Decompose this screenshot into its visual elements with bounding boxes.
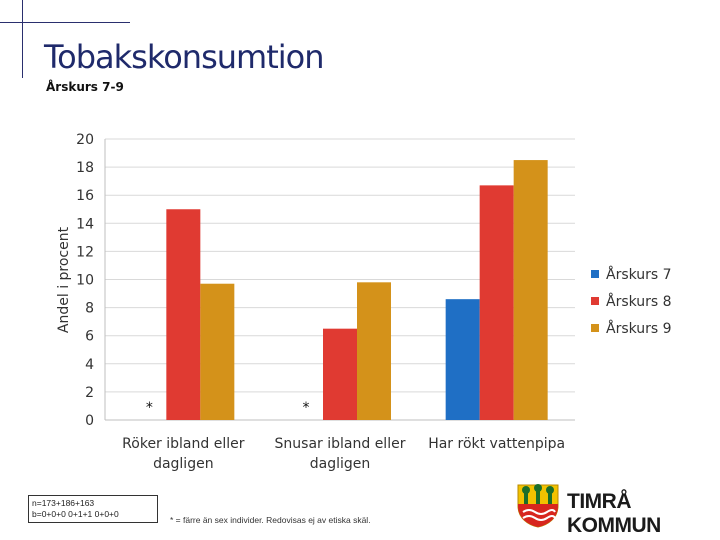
- sample-line-2: b=0+0+0 0+1+1 0+0+0: [32, 509, 119, 519]
- decor-line-horizontal: [0, 22, 130, 23]
- category-labels: Röker ibland eller dagligen Snusar ibland …: [122, 436, 565, 472]
- page-subtitle: Årskurs 7-9: [46, 80, 124, 94]
- y-tick-label: 20: [76, 132, 94, 148]
- suppressed-marker: *: [303, 400, 310, 416]
- sample-line-1: n=173+186+163: [32, 498, 95, 508]
- y-tick-label: 8: [85, 301, 94, 317]
- bar: [445, 299, 480, 420]
- category-label: Har rökt vattenpipa: [428, 436, 565, 452]
- y-tick-label: 18: [76, 160, 94, 176]
- decor-line-vertical: [22, 0, 23, 78]
- y-tick-label: 16: [76, 188, 94, 204]
- footnote: * = färre än sex individer. Redovisas ej…: [170, 515, 371, 525]
- legend: Årskurs 7 Årskurs 8 Årskurs 9: [591, 266, 672, 337]
- y-tick-label: 2: [85, 385, 94, 401]
- bars: * *: [146, 160, 548, 420]
- y-tick-label: 0: [85, 413, 94, 429]
- y-tick-label: 6: [85, 329, 94, 345]
- bar: [479, 185, 514, 420]
- bar: [200, 283, 235, 420]
- bar: [357, 282, 391, 420]
- category-label: Röker ibland eller dagligen: [122, 436, 245, 472]
- bar: [513, 160, 548, 420]
- legend-label: Årskurs 8: [606, 293, 672, 310]
- legend-swatch: [591, 324, 599, 332]
- y-tick-label: 4: [85, 357, 94, 373]
- y-tick-label: 10: [76, 273, 94, 289]
- y-tick-label: 12: [76, 244, 94, 260]
- bar: [323, 328, 357, 420]
- suppressed-marker: *: [146, 400, 153, 416]
- brand-name: TIMRÅ KOMMUN: [567, 490, 661, 537]
- sample-size-box: n=173+186+163 b=0+0+0 0+1+1 0+0+0: [28, 495, 158, 523]
- y-axis-label: Andel i procent: [56, 226, 72, 333]
- category-label: Snusar ibland eller dagligen: [275, 436, 406, 472]
- coat-of-arms-icon: [517, 484, 559, 528]
- legend-label: Årskurs 7: [606, 266, 672, 283]
- bar: [166, 209, 201, 420]
- y-tick-labels: 0 2 4 6 8 10 12 14 16 18 20: [76, 132, 94, 429]
- legend-swatch: [591, 297, 599, 305]
- legend-swatch: [591, 270, 599, 278]
- legend-label: Årskurs 9: [606, 320, 672, 337]
- y-tick-label: 14: [76, 216, 94, 232]
- page-title: Tobakskonsumtion: [44, 38, 324, 76]
